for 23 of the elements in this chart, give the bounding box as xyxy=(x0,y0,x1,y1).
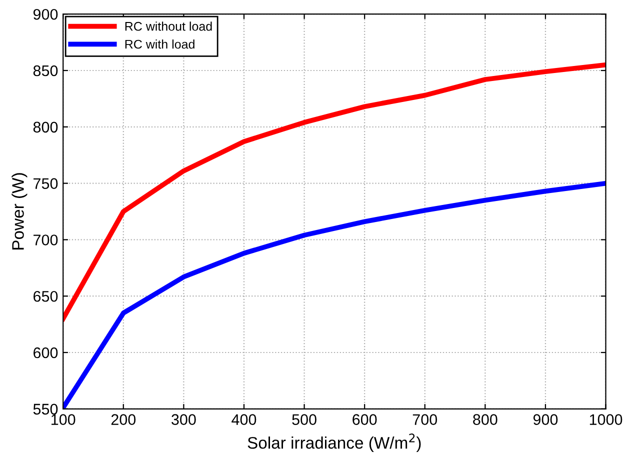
x-tick-label: 700 xyxy=(412,414,438,425)
y-tick-label: 650 xyxy=(34,290,58,302)
x-axis-title: Solar irradiance (W/m$^{2}$) xyxy=(248,434,421,452)
y-axis-title: Power (W) xyxy=(12,173,28,250)
x-tick-label: 100 xyxy=(52,414,76,425)
x-tick-label: 300 xyxy=(172,414,196,425)
y-tick-label: 850 xyxy=(33,65,58,76)
y-tick-label: 600 xyxy=(34,347,58,358)
y-tick-label: 800 xyxy=(33,122,58,133)
legend-label: RC without load xyxy=(125,22,212,31)
x-tick-label: 800 xyxy=(473,414,498,425)
x-tick-label: 200 xyxy=(111,414,136,425)
x-tick-label: 1000 xyxy=(590,414,622,425)
y-tick-label: 750 xyxy=(34,178,58,189)
legend-label: RC with load xyxy=(125,40,194,49)
y-tick-label: 700 xyxy=(34,234,58,246)
x-tick-label: 600 xyxy=(352,414,377,425)
y-tick-label: 550 xyxy=(33,404,58,415)
y-tick-label: 900 xyxy=(33,8,58,20)
x-tick-label: 500 xyxy=(292,414,316,425)
line-series xyxy=(63,62,606,322)
x-tick-label: 400 xyxy=(232,414,256,425)
x-tick-label: 900 xyxy=(533,414,558,425)
